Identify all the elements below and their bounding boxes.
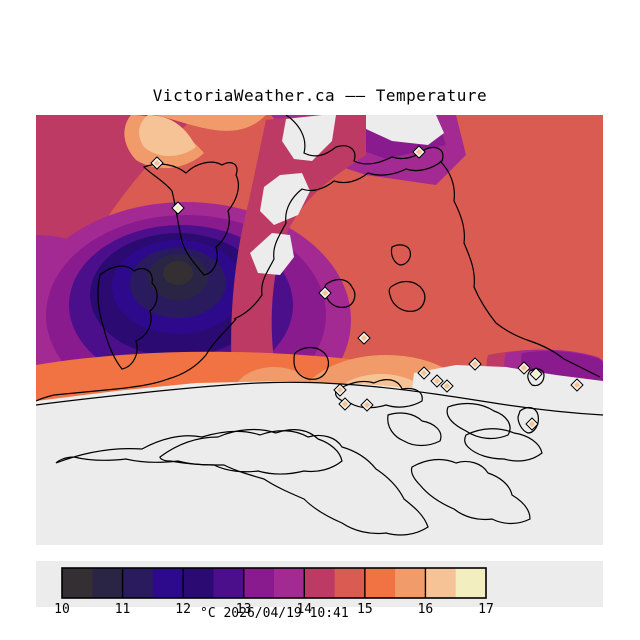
colorbar-swatch[interactable] — [274, 568, 305, 598]
colorbar-swatch[interactable] — [152, 568, 184, 598]
colorbar-swatch[interactable] — [395, 568, 427, 598]
colorbar-tick-label: 12 — [175, 602, 191, 617]
station-marker-fill — [360, 334, 368, 342]
contour-warm-north — [156, 115, 266, 131]
page-title: VictoriaWeather.ca —— Temperature — [152, 86, 488, 105]
coastline-bottom-peninsula — [464, 428, 543, 462]
colorbar-swatch[interactable] — [364, 568, 396, 598]
contour-warm-core — [139, 115, 196, 156]
station-marker-fill — [415, 148, 423, 156]
colorbar-tick-label: 11 — [115, 602, 131, 617]
station-marker-fill — [532, 370, 540, 378]
coastlines — [36, 115, 603, 536]
coastline-bottom-landmass-west — [55, 430, 429, 536]
station-marker-fill — [433, 377, 441, 385]
colorbar-swatch[interactable] — [334, 568, 366, 598]
station-marker-fill — [336, 386, 344, 394]
colorbar-swatch[interactable] — [92, 568, 124, 598]
coastline-inland-lake-3 — [293, 346, 329, 380]
colorbar-swatch[interactable] — [213, 568, 245, 598]
colorbar-tick-label: 15 — [357, 602, 373, 617]
station-marker-fill — [341, 400, 349, 408]
colorbar-area: 10 11 12 13 14 15 16 17 °C 2026/04/19 10:41 — [0, 560, 640, 640]
coastline-southeast-bay — [446, 402, 511, 440]
station-marker-fill — [153, 159, 161, 167]
colorbar-tick-label: 10 — [54, 602, 70, 617]
map-panel — [36, 115, 603, 545]
coastline-inland-lake-2 — [388, 280, 426, 312]
gray-inlet-south — [250, 233, 294, 275]
colorbar-tick-label: 14 — [296, 602, 312, 617]
colorbar-swatch[interactable] — [425, 568, 457, 598]
station-marker-fill — [471, 360, 479, 368]
station-marker-fill — [573, 381, 581, 389]
station-marker-fill — [363, 401, 371, 409]
colorbar-tick-label: 13 — [236, 602, 252, 617]
coastline-tiny-isle-1 — [390, 244, 411, 266]
gray-bay-ne — [366, 115, 444, 145]
coastline-west-island — [97, 265, 158, 370]
colorbar-swatches[interactable] — [62, 568, 487, 598]
colorbar-swatch[interactable] — [304, 568, 336, 598]
coastline-south-peninsula — [387, 412, 442, 447]
station-marker-fill — [520, 364, 528, 372]
colorbar-frame — [61, 567, 487, 599]
coastline-tiny-isle-2 — [527, 368, 545, 387]
colorbar[interactable]: 10 11 12 13 14 15 16 17 °C 2026/04/19 10:41 — [0, 560, 640, 640]
coastline-small-island-se — [517, 406, 539, 434]
temperature-contour-map[interactable] — [36, 115, 603, 545]
station-markers[interactable] — [150, 145, 584, 431]
contour-band-14 — [36, 115, 196, 443]
colorbar-caption: °C 2026/04/19 10:41 — [200, 606, 349, 621]
colorbar-ticks — [121, 568, 427, 598]
colorbar-tick-label: 17 — [478, 602, 494, 617]
gray-inlet-north — [282, 115, 336, 161]
colorbar-tick-label: 16 — [418, 602, 434, 617]
coastline-east-shore — [439, 160, 601, 378]
colorbar-swatch[interactable] — [122, 568, 154, 598]
station-marker-fill — [174, 204, 182, 212]
colorbar-swatch[interactable] — [62, 568, 93, 598]
coastline-bottom-landmass-east — [410, 458, 531, 525]
coastline-south-shore — [36, 381, 603, 416]
station-marker-fill — [528, 420, 536, 428]
colorbar-tick-labels: 10 11 12 13 14 15 16 17 — [54, 602, 494, 617]
coastline-northwest-island — [142, 161, 240, 276]
coastline-west-shore — [36, 318, 237, 402]
station-marker-fill — [321, 289, 329, 297]
coastline-bottom-inlet — [159, 428, 343, 475]
gray-land-se — [412, 365, 603, 415]
colorbar-swatch[interactable] — [183, 568, 215, 598]
coastline-north-shore — [233, 115, 444, 320]
station-marker-fill — [443, 382, 451, 390]
contour-ring-10 — [163, 261, 193, 285]
gray-land-south — [36, 381, 603, 545]
gray-inlet-mid — [260, 173, 310, 225]
station-marker-fill — [420, 369, 428, 377]
sea-gray-regions — [36, 115, 603, 545]
colorbar-swatch[interactable] — [455, 568, 487, 598]
colorbar-swatch[interactable] — [243, 568, 275, 598]
